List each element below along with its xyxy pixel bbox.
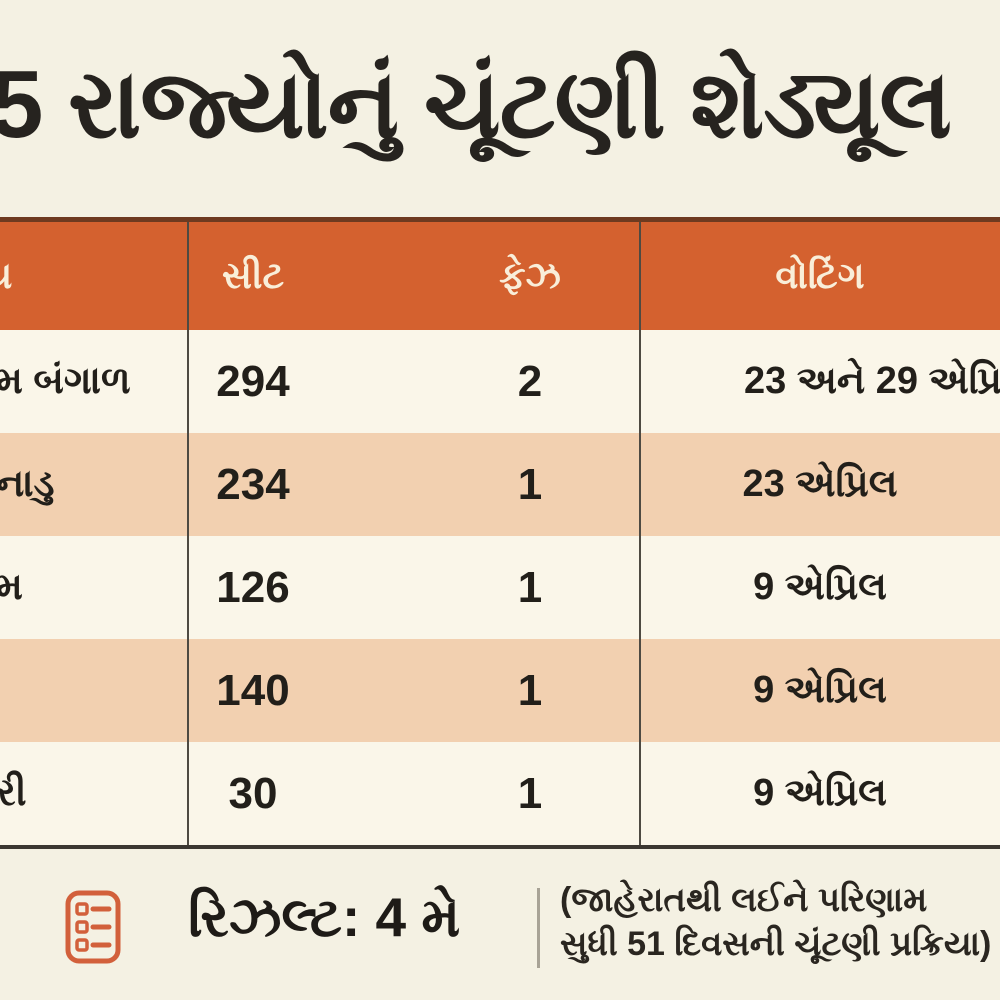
cell-voting: 23 એપ્રિલ xyxy=(640,433,1000,536)
phase-count: 1 xyxy=(517,562,543,612)
cell-voting: 9 એપ્રિલ xyxy=(640,639,1000,742)
cell-voting: 23 અને 29 એપ્રિલ xyxy=(640,330,1000,433)
header-cell-state: ય xyxy=(0,222,188,330)
cell-phase: 2 xyxy=(430,330,630,433)
voting-date: 9 એપ્રિલ xyxy=(753,772,887,814)
header-cell-voting: વોટિંગ xyxy=(640,222,1000,330)
cell-seats: 30 xyxy=(188,742,318,845)
state-name: મ બંગાળ xyxy=(0,360,131,402)
voting-date: 9 એપ્રિલ xyxy=(753,566,887,608)
table-row-tamil-nadu: નાડુ 234 1 23 એપ્રિલ xyxy=(0,433,1000,536)
header-state-label: ય xyxy=(0,255,12,298)
cell-phase: 1 xyxy=(430,742,630,845)
footer-note: (જાહેરાતથી લઈને પરિણામ સુધી 51 દિવસની ચૂ… xyxy=(560,878,991,966)
table-row-west-bengal: મ બંગાળ 294 2 23 અને 29 એપ્રિલ xyxy=(0,330,1000,433)
table-header-row: ય સીટ ફેઝ વોટિંગ xyxy=(0,222,1000,330)
phase-count: 1 xyxy=(517,768,543,818)
voting-date: 9 એપ્રિલ xyxy=(753,669,887,711)
voting-date: 23 અને 29 એપ્રિલ xyxy=(744,360,1000,402)
cell-phase: 1 xyxy=(430,536,630,639)
column-divider-1 xyxy=(187,222,189,845)
footer-divider xyxy=(537,888,540,968)
footer-note-line2: સુધી 51 દિવસની ચૂંટણી પ્રક્રિયા) xyxy=(560,925,992,963)
page-title: 5 રાજ્યોનું ચૂંટણી શેડ્યૂલ xyxy=(0,51,952,158)
phase-count: 1 xyxy=(517,665,543,715)
cell-seats: 126 xyxy=(188,536,318,639)
cell-state: મ xyxy=(0,536,188,639)
result-date-label: રિઝલ્ટ: 4 મે xyxy=(188,886,461,948)
header-cell-seats: સીટ xyxy=(188,222,318,330)
cell-voting: 9 એપ્રિલ xyxy=(640,742,1000,845)
cell-seats: 294 xyxy=(188,330,318,433)
cell-seats: 140 xyxy=(188,639,318,742)
voting-date: 23 એપ્રિલ xyxy=(742,463,898,505)
table-row-kerala: 140 1 9 એપ્રિલ xyxy=(0,639,1000,742)
cell-state: મ બંગાળ xyxy=(0,330,188,433)
checklist-icon xyxy=(64,889,122,970)
phase-count: 1 xyxy=(517,459,543,509)
seat-count: 30 xyxy=(228,768,278,818)
table-top-rule xyxy=(0,217,1000,222)
state-name: રી xyxy=(0,772,27,814)
table-body: મ બંગાળ 294 2 23 અને 29 એપ્રિલ નાડુ 234 … xyxy=(0,330,1000,845)
seat-count: 294 xyxy=(216,356,290,406)
table-bottom-rule xyxy=(0,845,1000,849)
cell-state xyxy=(0,639,188,742)
cell-phase: 1 xyxy=(430,433,630,536)
cell-seats: 234 xyxy=(188,433,318,536)
seat-count: 126 xyxy=(216,562,290,612)
table-row-assam: મ 126 1 9 એપ્રિલ xyxy=(0,536,1000,639)
state-name: મ xyxy=(0,566,23,608)
cell-state: રી xyxy=(0,742,188,845)
header-phase-label: ફેઝ xyxy=(499,254,561,296)
table-row-puducherry: રી 30 1 9 એપ્રિલ xyxy=(0,742,1000,845)
seat-count: 140 xyxy=(216,665,290,715)
seat-count: 234 xyxy=(216,459,290,509)
footer-note-line1: (જાહેરાતથી લઈને પરિણામ xyxy=(560,881,928,919)
cell-phase: 1 xyxy=(430,639,630,742)
header-cell-phase: ફેઝ xyxy=(430,222,630,330)
header-seats-label: સીટ xyxy=(221,254,285,296)
header-voting-label: વોટિંગ xyxy=(775,254,865,296)
state-name: નાડુ xyxy=(0,463,55,505)
cell-state: નાડુ xyxy=(0,433,188,536)
phase-count: 2 xyxy=(517,356,543,406)
cell-voting: 9 એપ્રિલ xyxy=(640,536,1000,639)
column-divider-2 xyxy=(639,222,641,845)
